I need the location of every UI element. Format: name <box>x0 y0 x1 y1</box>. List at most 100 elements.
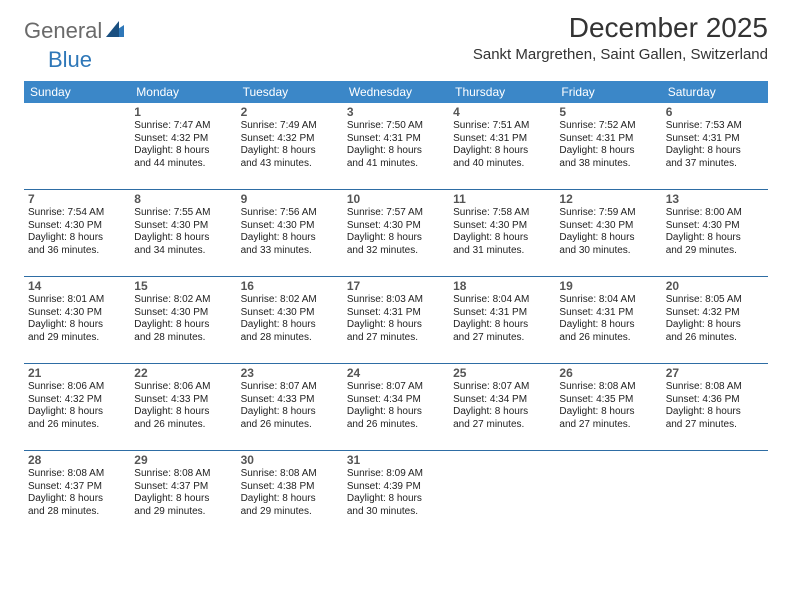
daylight-text: and 37 minutes. <box>666 158 764 171</box>
calendar-cell: 14Sunrise: 8:01 AMSunset: 4:30 PMDayligh… <box>24 277 130 364</box>
calendar-cell: 20Sunrise: 8:05 AMSunset: 4:32 PMDayligh… <box>662 277 768 364</box>
day-number: 26 <box>559 366 657 380</box>
daylight-text: Daylight: 8 hours <box>28 493 126 506</box>
day-number: 7 <box>28 192 126 206</box>
daylight-text: Daylight: 8 hours <box>28 319 126 332</box>
calendar-cell <box>662 451 768 538</box>
calendar-cell: 18Sunrise: 8:04 AMSunset: 4:31 PMDayligh… <box>449 277 555 364</box>
sunrise-text: Sunrise: 8:00 AM <box>666 207 764 220</box>
sunrise-text: Sunrise: 8:09 AM <box>347 468 445 481</box>
daylight-text: and 30 minutes. <box>347 506 445 519</box>
daylight-text: and 28 minutes. <box>28 506 126 519</box>
daylight-text: and 43 minutes. <box>241 158 339 171</box>
daylight-text: Daylight: 8 hours <box>559 406 657 419</box>
daylight-text: Daylight: 8 hours <box>241 319 339 332</box>
sunrise-text: Sunrise: 8:05 AM <box>666 294 764 307</box>
daylight-text: and 26 minutes. <box>28 419 126 432</box>
daylight-text: Daylight: 8 hours <box>134 406 232 419</box>
daylight-text: Daylight: 8 hours <box>453 232 551 245</box>
sunrise-text: Sunrise: 7:47 AM <box>134 120 232 133</box>
daylight-text: Daylight: 8 hours <box>347 145 445 158</box>
calendar-cell: 3Sunrise: 7:50 AMSunset: 4:31 PMDaylight… <box>343 103 449 190</box>
calendar-cell: 23Sunrise: 8:07 AMSunset: 4:33 PMDayligh… <box>237 364 343 451</box>
sunset-text: Sunset: 4:32 PM <box>28 394 126 407</box>
daylight-text: and 26 minutes. <box>347 419 445 432</box>
sunset-text: Sunset: 4:30 PM <box>134 307 232 320</box>
daylight-text: Daylight: 8 hours <box>666 232 764 245</box>
calendar-cell: 11Sunrise: 7:58 AMSunset: 4:30 PMDayligh… <box>449 190 555 277</box>
sunrise-text: Sunrise: 8:04 AM <box>559 294 657 307</box>
daylight-text: Daylight: 8 hours <box>347 319 445 332</box>
sunset-text: Sunset: 4:37 PM <box>28 481 126 494</box>
daylight-text: and 36 minutes. <box>28 245 126 258</box>
sunset-text: Sunset: 4:34 PM <box>453 394 551 407</box>
sunset-text: Sunset: 4:36 PM <box>666 394 764 407</box>
weekday-header: Thursday <box>449 81 555 103</box>
location-text: Sankt Margrethen, Saint Gallen, Switzerl… <box>473 46 768 63</box>
sunrise-text: Sunrise: 8:03 AM <box>347 294 445 307</box>
day-number: 11 <box>453 192 551 206</box>
weekday-header-row: Sunday Monday Tuesday Wednesday Thursday… <box>24 81 768 103</box>
sunset-text: Sunset: 4:32 PM <box>134 133 232 146</box>
day-number: 5 <box>559 105 657 119</box>
sunset-text: Sunset: 4:30 PM <box>28 220 126 233</box>
calendar-cell: 30Sunrise: 8:08 AMSunset: 4:38 PMDayligh… <box>237 451 343 538</box>
sunset-text: Sunset: 4:30 PM <box>28 307 126 320</box>
sunrise-text: Sunrise: 8:02 AM <box>134 294 232 307</box>
calendar-cell: 19Sunrise: 8:04 AMSunset: 4:31 PMDayligh… <box>555 277 661 364</box>
daylight-text: Daylight: 8 hours <box>28 406 126 419</box>
daylight-text: Daylight: 8 hours <box>453 406 551 419</box>
sunset-text: Sunset: 4:31 PM <box>347 307 445 320</box>
daylight-text: Daylight: 8 hours <box>134 493 232 506</box>
daylight-text: Daylight: 8 hours <box>453 145 551 158</box>
sunset-text: Sunset: 4:31 PM <box>347 133 445 146</box>
daylight-text: and 27 minutes. <box>559 419 657 432</box>
daylight-text: Daylight: 8 hours <box>666 145 764 158</box>
calendar-week-row: 14Sunrise: 8:01 AMSunset: 4:30 PMDayligh… <box>24 277 768 364</box>
calendar-cell: 29Sunrise: 8:08 AMSunset: 4:37 PMDayligh… <box>130 451 236 538</box>
calendar-cell: 4Sunrise: 7:51 AMSunset: 4:31 PMDaylight… <box>449 103 555 190</box>
daylight-text: and 38 minutes. <box>559 158 657 171</box>
sunrise-text: Sunrise: 7:50 AM <box>347 120 445 133</box>
sunrise-text: Sunrise: 8:08 AM <box>241 468 339 481</box>
daylight-text: Daylight: 8 hours <box>666 319 764 332</box>
calendar-cell: 16Sunrise: 8:02 AMSunset: 4:30 PMDayligh… <box>237 277 343 364</box>
daylight-text: and 27 minutes. <box>453 419 551 432</box>
daylight-text: and 40 minutes. <box>453 158 551 171</box>
sunset-text: Sunset: 4:30 PM <box>559 220 657 233</box>
day-number: 31 <box>347 453 445 467</box>
calendar-cell: 9Sunrise: 7:56 AMSunset: 4:30 PMDaylight… <box>237 190 343 277</box>
day-number: 24 <box>347 366 445 380</box>
daylight-text: Daylight: 8 hours <box>559 319 657 332</box>
sunset-text: Sunset: 4:38 PM <box>241 481 339 494</box>
day-number: 17 <box>347 279 445 293</box>
calendar-cell: 21Sunrise: 8:06 AMSunset: 4:32 PMDayligh… <box>24 364 130 451</box>
calendar-cell: 17Sunrise: 8:03 AMSunset: 4:31 PMDayligh… <box>343 277 449 364</box>
sunset-text: Sunset: 4:30 PM <box>134 220 232 233</box>
logo: General <box>24 12 126 44</box>
day-number: 6 <box>666 105 764 119</box>
day-number: 18 <box>453 279 551 293</box>
sunrise-text: Sunrise: 8:07 AM <box>453 381 551 394</box>
sunrise-text: Sunrise: 7:51 AM <box>453 120 551 133</box>
calendar-week-row: 21Sunrise: 8:06 AMSunset: 4:32 PMDayligh… <box>24 364 768 451</box>
day-number: 16 <box>241 279 339 293</box>
sunrise-text: Sunrise: 8:08 AM <box>666 381 764 394</box>
sunset-text: Sunset: 4:31 PM <box>666 133 764 146</box>
daylight-text: Daylight: 8 hours <box>453 319 551 332</box>
sunrise-text: Sunrise: 8:06 AM <box>28 381 126 394</box>
calendar-week-row: 7Sunrise: 7:54 AMSunset: 4:30 PMDaylight… <box>24 190 768 277</box>
daylight-text: and 32 minutes. <box>347 245 445 258</box>
sunrise-text: Sunrise: 7:59 AM <box>559 207 657 220</box>
daylight-text: and 41 minutes. <box>347 158 445 171</box>
day-number: 19 <box>559 279 657 293</box>
sunrise-text: Sunrise: 8:06 AM <box>134 381 232 394</box>
month-title: December 2025 <box>473 12 768 44</box>
day-number: 30 <box>241 453 339 467</box>
daylight-text: Daylight: 8 hours <box>559 232 657 245</box>
logo-mark-icon <box>106 21 124 42</box>
weekday-header: Sunday <box>24 81 130 103</box>
daylight-text: and 29 minutes. <box>28 332 126 345</box>
calendar-week-row: 28Sunrise: 8:08 AMSunset: 4:37 PMDayligh… <box>24 451 768 538</box>
sunset-text: Sunset: 4:33 PM <box>134 394 232 407</box>
